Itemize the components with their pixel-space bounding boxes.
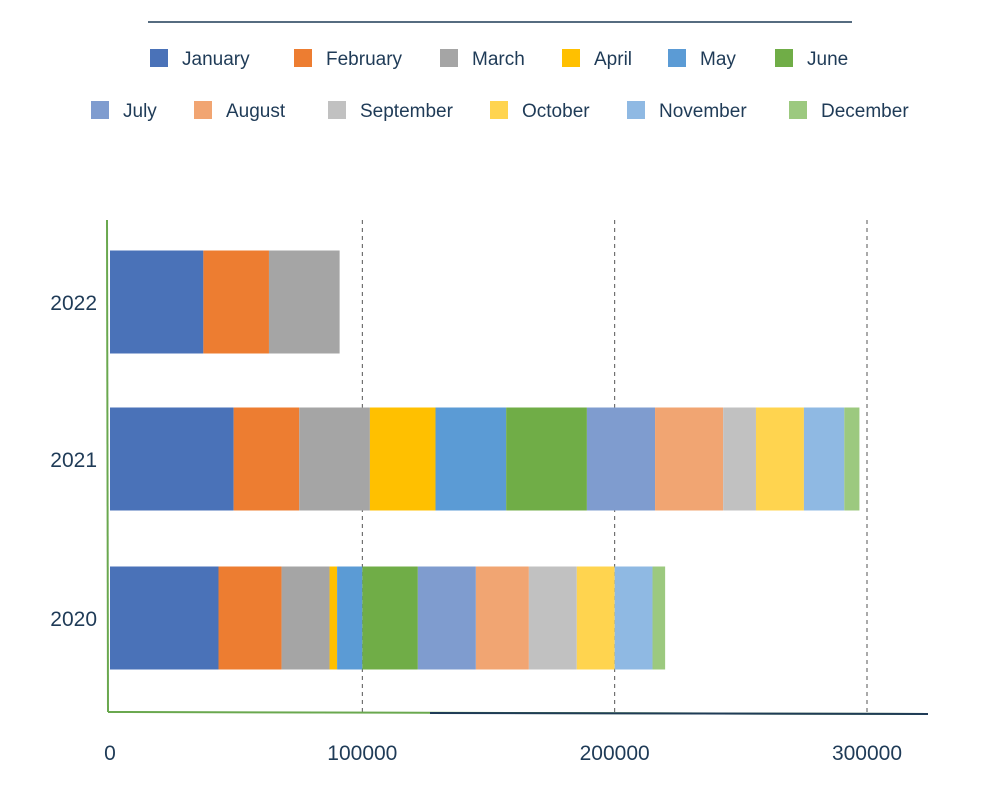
legend-swatch [328,101,346,119]
legend-swatch [668,49,686,67]
bar-segment [369,407,436,511]
bar-segment [844,407,860,511]
legend-swatch [440,49,458,67]
y-tick-label: 2021 [50,449,97,472]
y-tick-label: 2020 [50,608,97,631]
legend-label: May [700,49,736,70]
legend-swatch [789,101,807,119]
legend-label: August [226,101,286,122]
legend-label: March [472,49,525,70]
bar-segment [586,407,656,511]
x-tick-label: 100000 [327,742,397,765]
bar-segment [655,407,724,511]
legend-label: February [326,49,403,70]
legend-label: January [182,49,250,70]
legend-swatch [627,101,645,119]
legend-label: June [807,49,848,70]
bar-segment [506,407,587,511]
legend-swatch [91,101,109,119]
x-tick-label: 300000 [832,742,902,765]
bar-segment [417,566,476,670]
y-axis-line [106,219,109,713]
bar-segment [233,407,300,511]
bar-segment [475,566,529,670]
bar-segment [362,566,418,670]
bar-segment [110,250,204,354]
bar-segment [435,407,507,511]
bar-segment [576,566,615,670]
legend-label: July [123,101,157,122]
bar-segment [723,407,756,511]
bar-segment [755,407,804,511]
legend-swatch [150,49,168,67]
legend-label: October [522,101,590,122]
bar-segment [110,407,234,511]
y-tick-label: 2022 [50,292,97,315]
x-tick-label: 200000 [580,742,650,765]
legend-swatch [294,49,312,67]
bar-segment [337,566,363,670]
bar-segment [614,566,653,670]
x-axis-line-dark [429,712,929,715]
bar-segment [110,566,219,670]
bar-segment [218,566,282,670]
legend-swatch [562,49,580,67]
legend-label: September [360,101,454,122]
bar-segment [281,566,330,670]
bar-segment [329,566,338,670]
bar-segment [268,250,340,354]
bar-segment [652,566,666,670]
bar-segment [299,407,370,511]
legend-swatch [194,101,212,119]
bar-segment [528,566,577,670]
legend-label: November [659,101,747,122]
legend-label: December [821,101,909,122]
bar-segment [203,250,269,354]
x-tick-label: 0 [104,742,116,765]
bar-segment [803,407,845,511]
legend-label: April [594,49,632,70]
legend-swatch [490,101,508,119]
legend-swatch [775,49,793,67]
